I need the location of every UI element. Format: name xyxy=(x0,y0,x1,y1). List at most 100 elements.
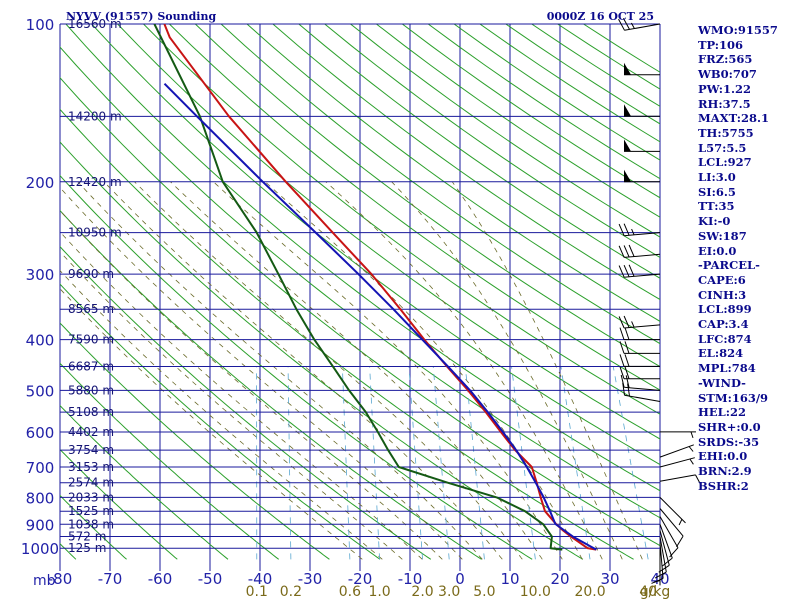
dry-adiabats xyxy=(0,24,800,559)
stat-item: -PARCEL- xyxy=(698,258,778,273)
wind-barb xyxy=(660,432,696,438)
dry-adiabat xyxy=(14,24,684,559)
wind-barb xyxy=(660,458,695,467)
mixing-ratio-label: 1.0 xyxy=(368,584,390,600)
chart-time: 0000Z 16 OCT 25 xyxy=(547,10,654,23)
height-label: 2574 m xyxy=(68,476,114,490)
mixing-ratio-label: 2.0 xyxy=(411,584,433,600)
pressure-tick-label: 200 xyxy=(26,174,55,192)
dry-adiabat xyxy=(0,24,431,559)
mixing-ratio-label: 10.0 xyxy=(520,584,551,600)
height-label: 14200 m xyxy=(68,109,122,123)
height-label: 10950 m xyxy=(68,226,122,240)
mixing-ratio-line xyxy=(409,366,423,559)
pressure-tick-label: 1000 xyxy=(21,540,59,558)
isotherm-lines xyxy=(60,24,660,571)
pressure-tick-label: 700 xyxy=(26,459,55,477)
wind-barb xyxy=(620,341,660,353)
height-label: 2033 m xyxy=(68,490,114,504)
stat-item: BSHR:2 xyxy=(698,479,778,494)
wind-barb xyxy=(619,265,660,277)
moist-adiabat xyxy=(0,182,362,560)
moist-adiabat xyxy=(78,182,483,560)
dry-adiabat xyxy=(66,24,786,559)
stat-item: TH:5755 xyxy=(698,126,778,141)
mixing-ratio-label: 5.0 xyxy=(473,584,495,600)
mixing-ratio-line xyxy=(370,366,380,559)
stat-item: SRDS:-35 xyxy=(698,435,778,450)
height-label: 1525 m xyxy=(68,504,114,518)
pressure-tick-label: 500 xyxy=(26,382,55,400)
stat-item: EHI:0.0 xyxy=(698,449,778,464)
stat-item: MPL:784 xyxy=(698,361,778,376)
wind-barb xyxy=(660,445,694,457)
height-label: 7590 m xyxy=(68,333,114,347)
temperature-tick-label: -60 xyxy=(148,570,173,588)
parcel-line xyxy=(165,84,597,550)
stat-item: KI:-0 xyxy=(698,214,778,229)
temperature-tick-label: -70 xyxy=(98,570,123,588)
mixing-ratio-label: 0.2 xyxy=(280,584,302,600)
temperature-tick-label: 10 xyxy=(500,570,519,588)
stat-item: EI:0.0 xyxy=(698,244,778,259)
stat-item: L57:5.5 xyxy=(698,141,778,156)
height-label: 5880 m xyxy=(68,383,114,397)
wind-barb xyxy=(620,328,660,340)
mixing-ratio-label: 20.0 xyxy=(574,584,605,600)
moist-adiabat xyxy=(0,182,382,560)
stat-item: WMO:91557 xyxy=(698,23,778,38)
pressure-tick-label: 300 xyxy=(26,266,55,284)
stat-item: TP:106 xyxy=(698,38,778,53)
stat-item: EL:824 xyxy=(698,346,778,361)
height-label: 12420 m xyxy=(68,175,122,189)
mixing-ratio-line xyxy=(288,366,291,559)
stat-item: SI:6.5 xyxy=(698,185,778,200)
wind-barb xyxy=(660,497,686,525)
stat-item: LI:3.0 xyxy=(698,170,778,185)
stat-item: PW:1.22 xyxy=(698,82,778,97)
height-label: 5108 m xyxy=(68,405,114,419)
dry-adiabat xyxy=(0,24,25,559)
stat-item: STM:163/9 xyxy=(698,391,778,406)
stat-item: TT:35 xyxy=(698,199,778,214)
temperature-tick-label: 20 xyxy=(550,570,569,588)
height-label: 4402 m xyxy=(68,425,114,439)
pressure-unit-label: mb xyxy=(33,573,56,589)
wind-barb xyxy=(620,367,660,379)
stat-item: BRN:2.9 xyxy=(698,464,778,479)
pressure-tick-label: 400 xyxy=(26,332,55,350)
stat-item: CAPE:6 xyxy=(698,273,778,288)
stat-item: CINH:3 xyxy=(698,288,778,303)
stat-item: LCL:927 xyxy=(698,155,778,170)
height-label: 125 m xyxy=(68,541,106,555)
height-label: 6687 m xyxy=(68,359,114,373)
wind-barb xyxy=(620,354,660,366)
wind-barb xyxy=(624,104,660,116)
mixing-ratio-unit: g/kg xyxy=(640,584,671,600)
pressure-tick-label: 600 xyxy=(26,424,55,442)
wind-barb xyxy=(660,509,683,547)
height-label: 8565 m xyxy=(68,302,114,316)
stat-item: HEL:22 xyxy=(698,405,778,420)
mixing-ratio-lines xyxy=(257,366,649,559)
stat-item: -WIND- xyxy=(698,376,778,391)
height-label: 9690 m xyxy=(68,267,114,281)
mixing-ratio-line xyxy=(433,366,449,559)
mixing-ratio-line xyxy=(613,366,648,559)
temperature-tick-label: -50 xyxy=(198,570,223,588)
dry-adiabat xyxy=(0,24,380,559)
stat-item: LCL:899 xyxy=(698,302,778,317)
dry-adiabat xyxy=(0,24,76,559)
dry-adiabat xyxy=(40,24,735,559)
stat-item: RH:37.5 xyxy=(698,97,778,112)
mixing-ratio-label: 0.1 xyxy=(246,584,268,600)
dry-adiabat xyxy=(0,24,329,559)
wind-barb xyxy=(619,245,660,257)
moist-adiabat xyxy=(265,182,582,560)
chart-title: NYVV (91557) Sounding xyxy=(66,10,216,23)
dewpoint-line xyxy=(154,24,562,550)
